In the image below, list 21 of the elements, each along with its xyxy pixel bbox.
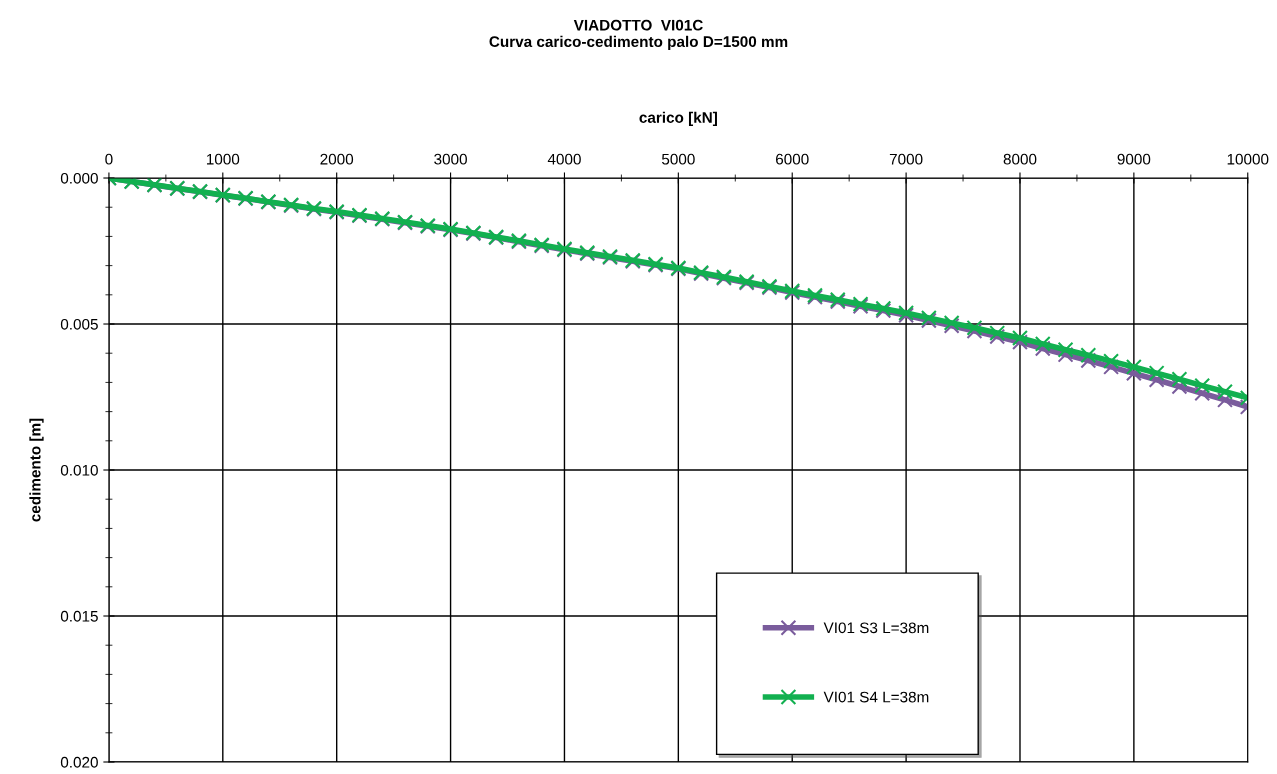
legend-label: VI01 S3 L=38m [823, 622, 929, 634]
x-tick-label: 9000 [1117, 153, 1151, 165]
chart-title: VIADOTTO VI01C Curva carico-cedimento palo D=1500 mm [489, 19, 788, 51]
y-tick-label: 0.020 [60, 756, 98, 768]
y-tick-label: 0.000 [60, 172, 98, 184]
y-tick-label: 0.005 [60, 318, 98, 330]
y-tick-label: 0.010 [60, 464, 98, 476]
x-tick-label: 0 [105, 153, 113, 165]
legend-label: VI01 S4 L=38m [823, 691, 929, 703]
x-tick-label: 1000 [206, 153, 240, 165]
x-tick-label: 8000 [1003, 153, 1037, 165]
x-tick-label: 2000 [320, 153, 354, 165]
x-tick-label: 5000 [661, 153, 695, 165]
x-tick-label: 6000 [776, 153, 809, 165]
x-tick-label: 10000 [1227, 153, 1269, 165]
y-axis-title: cedimento [m] [29, 418, 44, 522]
x-tick-label: 4000 [547, 153, 581, 165]
x-tick-label: 3000 [434, 153, 467, 165]
x-tick-label: 7000 [889, 153, 923, 165]
x-axis-title: carico [kN] [639, 111, 717, 126]
y-tick-label: 0.015 [60, 610, 98, 622]
